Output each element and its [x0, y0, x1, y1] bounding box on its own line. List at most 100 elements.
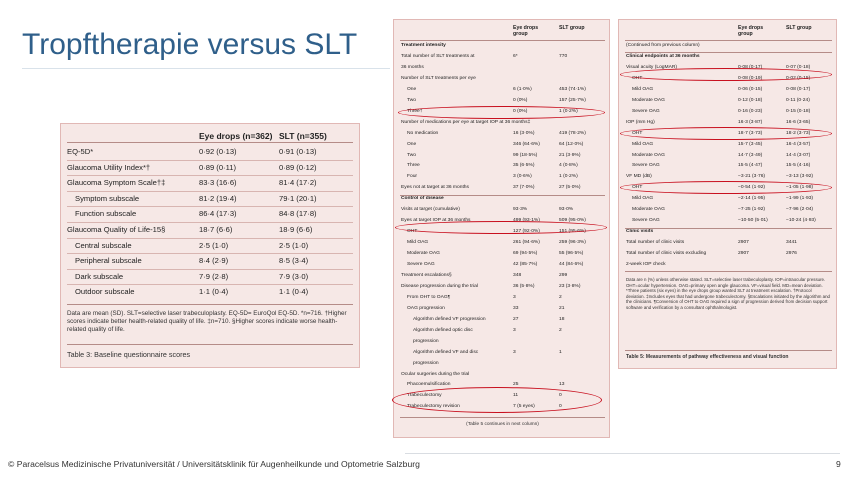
row-label: (Continued from previous column)	[626, 43, 700, 48]
table-row: Total number of SLT treatments at 6* 770	[401, 54, 604, 63]
row-label: Mild OAG	[632, 141, 654, 147]
row-label: Moderate OAG	[407, 251, 440, 257]
row-label: Phacoemulsification	[407, 382, 451, 388]
cell-slt: −3·13 (3·92)	[786, 174, 814, 180]
table-row: Mild OAG 0·06 (0·15) 0·08 (0·17)	[626, 87, 831, 96]
cell-eye-drops: 36 (5·8%)	[513, 283, 535, 289]
cell-eye-drops: 27	[513, 316, 519, 322]
row-label: Two	[407, 152, 416, 158]
cell-slt: 0·91 (0·13)	[279, 147, 317, 156]
table-row: Glaucoma Utility Index*† 0·89 (0·11) 0·89 …	[67, 163, 353, 175]
cell-eye-drops: 3 (0·6%)	[513, 174, 532, 180]
cell-eye-drops: −2·14 (1·95)	[738, 196, 766, 202]
table-row: Severe OAG 0·16 (0·23) 0·15 (0·18)	[626, 109, 831, 118]
cell-slt: 4 (0·8%)	[559, 163, 578, 169]
table-row: (Continued from previous column)	[626, 43, 831, 52]
cell-slt: 1·1 (0·4)	[279, 287, 309, 297]
table-row: No medication 16 (3·0%) 419 (78·2%)	[401, 131, 604, 140]
column-header-eye-drops: Eye drops group	[738, 25, 764, 37]
cell-eye-drops: 0 (0%)	[513, 97, 528, 103]
row-divider	[67, 284, 353, 286]
cell-slt: 23 (3·8%)	[559, 283, 581, 289]
row-divider	[67, 253, 353, 255]
cell-slt: 2	[559, 327, 562, 333]
row-label: OAG progression	[407, 305, 445, 311]
cell-slt: 453 (74·1%)	[559, 86, 586, 92]
cell-slt: 13	[559, 382, 565, 388]
table-row: Moderate OAG −7·25 (1·92) −7·96 (2·04)	[626, 207, 831, 216]
cell-eye-drops: 0·16 (0·23)	[738, 108, 763, 114]
table-row: Moderate OAG 14·7 (3·49) 14·4 (3·07)	[626, 153, 831, 162]
table-3-baseline-scores: Eye drops (n=362) SLT (n=355) Data are m…	[60, 123, 360, 368]
column-header-eye-drops: Eye drops (n=362)	[199, 131, 273, 141]
cell-eye-drops: 8·4 (2·9)	[199, 256, 229, 266]
footer-copyright: © Paracelsus Medizinische Privatuniversi…	[8, 459, 420, 469]
cell-slt: 27 (5·0%)	[559, 185, 581, 191]
row-label: One	[407, 86, 417, 92]
table-row: Three 35 (6·5%) 4 (0·8%)	[401, 163, 604, 172]
cell-eye-drops: 7·9 (2·8)	[199, 271, 229, 281]
cell-slt: 16·4 (3·57)	[786, 141, 811, 147]
cell-eye-drops: 15·5 (4·47)	[738, 163, 763, 169]
row-label: Mild OAG	[407, 240, 429, 246]
cell-eye-drops: 25	[513, 382, 519, 388]
row-label: Four	[407, 174, 418, 180]
table-row: Mild OAG 261 (94·6%) 259 (96·3%)	[401, 240, 604, 249]
section-divider	[400, 194, 605, 196]
cell-eye-drops: −3·21 (3·76)	[738, 174, 766, 180]
row-label: Visual acuity (LogMAR)	[626, 64, 678, 70]
cell-slt: 93·0%	[559, 207, 574, 213]
row-label: Total number of clinic visits excluding	[626, 251, 707, 257]
table-row: Moderate OAG 69 (94·5%) 55 (96·5%)	[401, 251, 604, 260]
row-label: OHT	[632, 75, 643, 81]
table-row: IOP (mm Hg) 16·3 (3·87) 16·6 (3·65)	[626, 120, 831, 129]
row-label: Dark subscale	[75, 271, 124, 281]
cell-slt: 509 (95·0%)	[559, 218, 586, 224]
row-label: Outdoor subscale	[75, 287, 135, 297]
caption-divider	[67, 344, 353, 345]
table-row: Severe OAG 15·5 (4·47) 15·5 (4·16)	[626, 163, 831, 172]
table-row: Two 99 (18·5%) 21 (3·9%)	[401, 153, 604, 162]
cell-slt: 18·9 (6·6)	[279, 225, 313, 234]
cell-slt: 770	[559, 53, 568, 59]
cell-slt: 14·4 (3·07)	[786, 152, 811, 158]
cell-slt: 0·89 (0·12)	[279, 162, 317, 172]
table-row: Dark subscale 7·9 (2·8) 7·9 (3·0)	[67, 272, 353, 284]
table-row: Visits at target (cumulative) 93·3% 93·0%	[401, 207, 604, 216]
row-label: Number of SLT treatments per eye	[401, 75, 476, 81]
row-label: Treatment escalations§	[401, 272, 452, 278]
cell-slt: 21 (3·9%)	[559, 152, 581, 158]
row-divider	[67, 268, 353, 270]
cell-slt: 81·4 (17·2)	[279, 178, 317, 188]
table-row: One 346 (64·6%) 64 (12·0%)	[401, 142, 604, 151]
row-label: Clinical endpoints at 36 months	[626, 53, 700, 59]
table-row: Severe OAG 42 (85·7%) 44 (84·6%)	[401, 262, 604, 271]
row-label: Function subscale	[75, 209, 137, 219]
cell-slt: 2·5 (1·0)	[279, 240, 309, 250]
cell-slt: 18	[559, 316, 565, 322]
cell-eye-drops: 33	[513, 305, 519, 311]
cell-eye-drops: 0·12 (0·18)	[738, 97, 763, 103]
cell-eye-drops: 2907	[738, 240, 749, 246]
table-row: Algorithm defined optic disc 3 2	[401, 328, 604, 337]
row-label: progression	[413, 360, 439, 366]
cell-slt: 1	[559, 349, 562, 355]
table-row: Symptom subscale 81·2 (19·4) 79·1 (20·1)	[67, 194, 353, 206]
table-note: Data are mean (SD). SLT=selective laser …	[67, 310, 347, 333]
table-row: progression	[401, 339, 604, 348]
bottom-divider	[67, 304, 353, 305]
highlight-vf-md	[620, 181, 832, 194]
row-label: 36 months	[401, 64, 424, 70]
cell-eye-drops: 0·89 (0·11)	[199, 162, 237, 172]
table-row: Total number of clinic visits 2907 3441	[626, 240, 831, 249]
cell-slt: −7·96 (2·04)	[786, 207, 814, 213]
row-label: Severe OAG	[632, 163, 660, 169]
row-label: Mild OAG	[632, 196, 654, 202]
cell-eye-drops: 0·92 (0·13)	[199, 147, 237, 156]
cell-eye-drops: 6 (1·0%)	[513, 86, 532, 92]
cell-slt: 1 (0·2%)	[559, 174, 578, 180]
section-heading: Clinic visits	[626, 229, 831, 238]
table-row: Moderate OAG 0·12 (0·18) 0·11 (0·24)	[626, 98, 831, 107]
cell-eye-drops: 2907	[738, 251, 749, 257]
row-label: Severe OAG	[632, 108, 660, 114]
